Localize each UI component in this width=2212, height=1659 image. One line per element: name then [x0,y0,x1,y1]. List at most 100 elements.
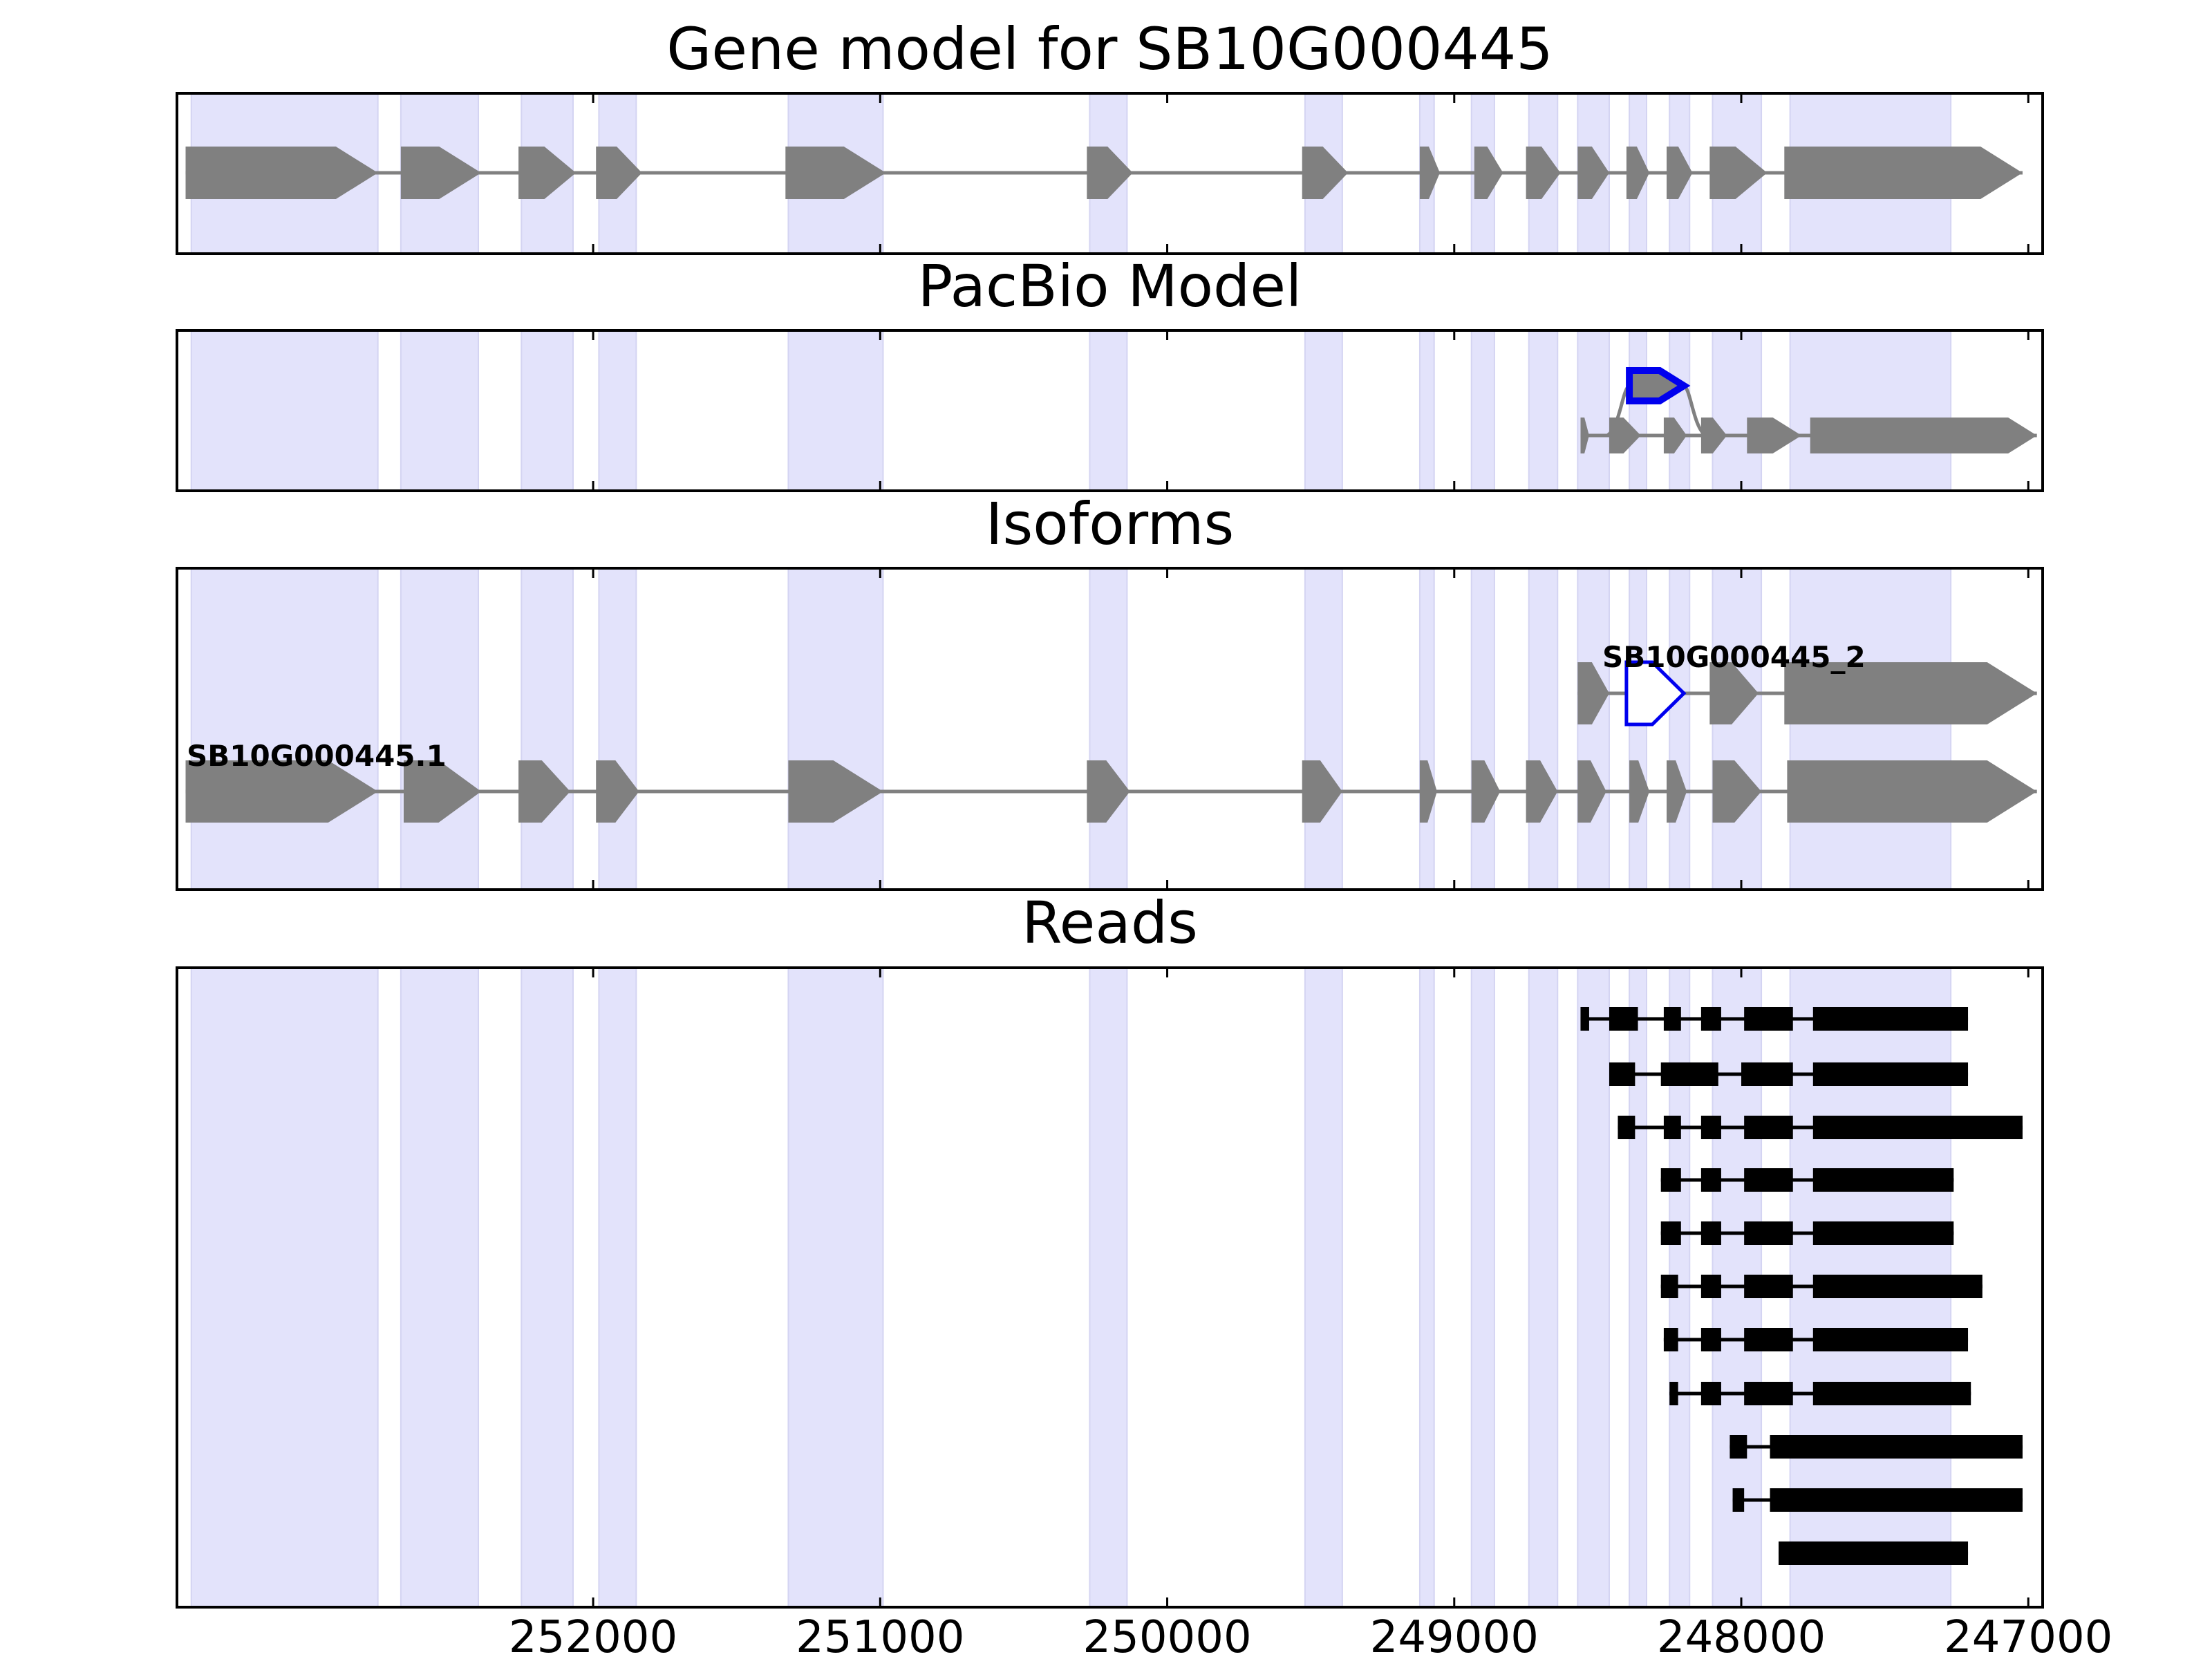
exon-shading-band [190,330,379,491]
read-block [1812,1007,1969,1031]
exon-shading-band [1528,967,1559,1608]
read-block [1812,1541,1969,1565]
exon-block [518,147,577,199]
read-block [1778,1541,1816,1565]
read-block [1618,1116,1635,1139]
isoform-label: SB10G000445_2 [1602,640,1866,674]
exon-block [1474,147,1503,199]
exon-shading-band [1669,568,1691,890]
exon-shading-band [1577,330,1611,491]
isoforms-plot-area [176,567,2044,891]
read-block [1732,1488,1745,1512]
exon-block [1784,662,2037,724]
exon-block [1526,147,1561,199]
exon-shading-band [1789,568,1952,890]
exon-shading-band [400,330,479,491]
highlighted-exon [1624,660,1687,727]
exon-shading-band [521,967,574,1608]
read-block [1812,1328,1969,1351]
exon-shading-band [1712,330,1763,491]
exon-shading-band [400,568,479,890]
read-block [1609,1007,1638,1031]
x-tick-label: 249000 [1370,1612,1539,1659]
exon-block [1667,147,1693,199]
exon-block [1419,147,1440,199]
read-block [1580,1007,1589,1031]
exon-shading-band [1089,967,1128,1608]
read-block [1812,1168,1954,1192]
pacbio-model-title: PacBio Model [918,252,1302,320]
exon-shading-band [1304,967,1343,1608]
read-block [1660,1275,1678,1298]
exon-block [185,760,378,823]
read-block [1744,1007,1793,1031]
read-block [1812,1382,1971,1405]
exon-shading-band [1669,330,1691,491]
exon-shading-band [1528,568,1559,890]
exon-block [788,760,883,823]
read-block [1770,1488,1819,1512]
read-block [1812,1275,1983,1298]
read-block [1744,1382,1793,1405]
read-block [1660,1062,1718,1086]
exon-block [1526,760,1558,823]
exon-shading-band [1470,330,1495,491]
read-block [1669,1382,1678,1405]
read-block [1744,1328,1793,1351]
read-block [1744,1221,1793,1245]
read-block [1609,1062,1635,1086]
exon-shading-band [1577,967,1611,1608]
exon-shading-band [190,967,379,1608]
exon-block [1787,760,2037,823]
exon-block [1709,662,1759,724]
gene-model-plot-area [176,92,2044,255]
read-block [1700,1328,1721,1351]
read-block [1744,1116,1793,1139]
read-block [1700,1275,1721,1298]
exon-block [1810,418,2037,453]
x-tick-label: 251000 [796,1612,964,1659]
exon-shading-band [1789,330,1952,491]
read-block [1812,1435,2023,1459]
isoform-label: SB10G000445.1 [187,739,447,773]
read-block [1812,1221,1954,1245]
exon-shading-band [598,330,637,491]
read-block [1812,1062,1969,1086]
exon-shading-band [1418,967,1435,1608]
read-block [1730,1435,1747,1459]
x-tick-label: 250000 [1082,1612,1251,1659]
exon-block [1471,760,1501,823]
exon-shading-band [1470,568,1495,890]
exon-block [1700,418,1727,453]
reads-plot-area [176,966,2044,1609]
read-block [1700,1116,1721,1139]
read-block [1812,1488,2023,1512]
read-block [1663,1116,1681,1139]
exon-shading-band [1418,568,1435,890]
exon-block [785,147,886,199]
exon-block [1747,418,1802,453]
exon-block [1577,147,1609,199]
x-tick-label: 247000 [1944,1612,2112,1659]
exon-block [596,760,639,823]
exon-shading-band [787,568,884,890]
exon-block [1419,760,1437,823]
exon-block [1626,147,1650,199]
exon-shading-band [400,967,479,1608]
exon-shading-band [521,330,574,491]
exon-shading-band [1304,330,1343,491]
read-block [1744,1275,1793,1298]
x-tick-label: 248000 [1657,1612,1826,1659]
exon-shading-band [1577,568,1611,890]
read-block [1744,1168,1793,1192]
exon-shading-band [1089,330,1128,491]
exon-shading-band [1304,568,1343,890]
exon-block [1609,418,1641,453]
exon-block [1712,760,1762,823]
pacbio-model-plot-area [176,329,2044,492]
reads-title: Reads [1022,889,1198,957]
exon-shading-band [1528,330,1559,491]
isoforms-title: Isoforms [986,490,1235,558]
read-block [1741,1062,1793,1086]
read-block [1812,1116,2023,1139]
